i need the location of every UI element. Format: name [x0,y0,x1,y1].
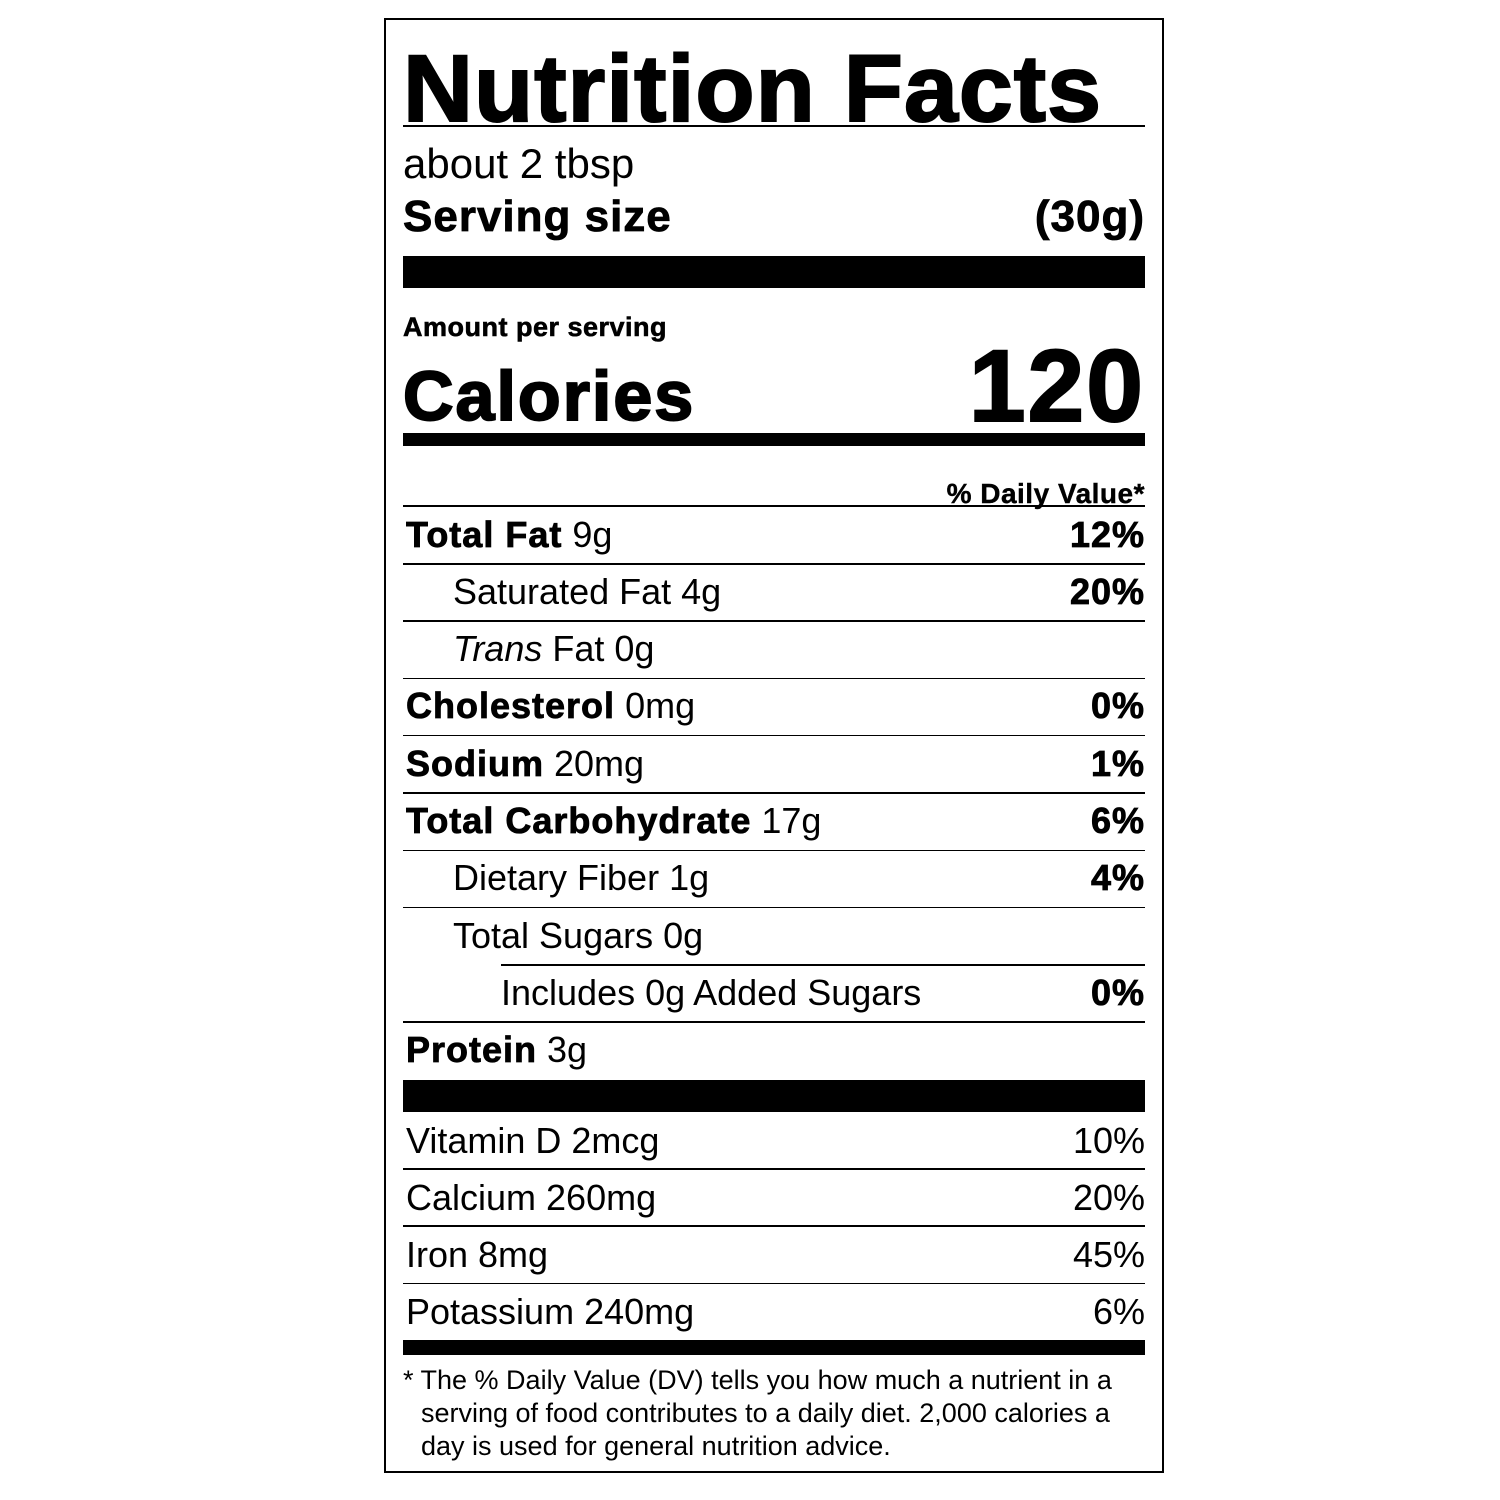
nutrient-name: Total Fat [406,513,563,555]
nutrient-row: Total Sugars 0g [403,907,1145,964]
vitamin-name: Iron 8mg [406,1234,549,1276]
nutrient-amount: 0g [614,628,655,670]
nutrient-name: Includes 0g Added Sugars [501,971,922,1013]
nutrient-row: Dietary Fiber 1g 4% [403,850,1145,907]
vitamin-name: Calcium 260mg [406,1176,657,1218]
nutrient-amount: 3g [547,1029,588,1071]
nutrient-label: Total Carbohydrate 17g [403,800,822,842]
nutrient-amount: 1g [669,857,710,899]
label-title: Nutrition Facts [402,35,1103,143]
nutrient-daily-value: 0% [1090,971,1145,1013]
nutrient-amount: 0g [663,914,704,956]
nutrient-amount: 17g [761,800,822,841]
divider [403,505,1145,507]
amount-per-serving: Amount per serving [403,312,668,343]
nutrient-label: Saturated Fat 4g [403,571,721,613]
nutrient-label: Sodium 20mg [403,742,645,785]
nutrient-row: Total Fat 9g 12% [403,506,1145,563]
nutrient-daily-value: 6% [1090,800,1145,842]
serving-size-row: Serving size (30g) [403,190,1145,244]
calories-row: Calories 120 [402,329,1145,443]
vitamin-daily-value: 45% [1072,1234,1145,1276]
daily-value-header: % Daily Value* [946,478,1145,509]
nutrient-row: Total Carbohydrate 17g 6% [403,793,1145,850]
nutrient-daily-value: 20% [1069,570,1145,612]
divider [403,1282,1145,1285]
nutrient-name: Total Carbohydrate [406,800,752,842]
medium-divider [403,433,1145,446]
nutrient-name: Protein [406,1029,538,1071]
nutrient-row: Saturated Fat 4g 20% [403,563,1145,620]
nutrient-name: Dietary Fiber [453,857,660,899]
nutrient-label: Protein 3g [403,1029,587,1071]
nutrient-daily-value: 0% [1090,685,1145,727]
nutrient-label: Total Fat 9g [403,513,613,556]
divider [403,792,1145,794]
divider [501,964,1145,966]
calories-label: Calories [402,356,696,436]
nutrient-row: Cholesterol 0mg 0% [403,678,1145,735]
vitamin-row: Iron 8mg 45% [403,1227,1145,1284]
nutrient-row: Includes 0g Added Sugars 0% [403,964,1145,1021]
vitamin-daily-value: 6% [1092,1291,1145,1333]
divider [403,906,1145,909]
nutrient-name: Saturated Fat [453,570,672,612]
vitamin-daily-value: 20% [1072,1176,1145,1218]
vitamin-name: Vitamin D 2mcg [406,1119,660,1161]
nutrient-amount: 20mg [554,742,645,784]
calories-value: 120 [968,329,1145,443]
nutrient-row: Trans Fat 0g [403,621,1145,678]
nutrient-amount: 4g [681,570,722,612]
divider [403,1225,1145,1227]
nutrient-label: Dietary Fiber 1g [403,857,709,899]
footnote: * The % Daily Value (DV) tells you how m… [403,1365,1112,1461]
nutrition-facts-label: Nutrition Facts about 2 tbsp Serving siz… [384,18,1164,1473]
thick-divider [403,1080,1145,1112]
serving-size-label: Serving size [403,192,672,242]
nutrient-label: Cholesterol 0mg [403,685,695,727]
nutrient-name: Sodium [406,742,544,784]
divider [403,620,1145,622]
divider [403,1168,1145,1170]
nutrient-name: Cholesterol [406,685,616,727]
nutrient-daily-value: 4% [1090,857,1145,899]
nutrient-label: Trans Fat 0g [403,628,654,670]
vitamin-row: Potassium 240mg 6% [403,1284,1145,1341]
nutrient-row: Sodium 20mg 1% [403,735,1145,792]
vitamin-row: Calcium 260mg 20% [403,1169,1145,1226]
nutrient-daily-value: 12% [1069,513,1145,555]
serving-amount: about 2 tbsp [403,140,635,187]
nutrient-amount: 9g [572,513,613,555]
divider [403,563,1145,565]
nutrient-row: Protein 3g [403,1022,1145,1079]
divider [403,1021,1145,1023]
divider [403,677,1145,680]
divider [403,849,1145,851]
vitamin-row: Vitamin D 2mcg 10% [403,1112,1145,1169]
nutrient-amount: 0mg [625,685,696,727]
nutrient-label: Total Sugars 0g [403,915,703,957]
nutrient-name: Fat [552,628,605,670]
divider [403,734,1145,737]
medium-divider [403,1340,1145,1355]
vitamin-daily-value: 10% [1072,1119,1145,1161]
nutrient-daily-value: 1% [1090,742,1145,784]
thick-divider [403,256,1145,288]
serving-size-weight: (30g) [1034,192,1145,242]
divider [403,125,1145,127]
nutrient-label: Includes 0g Added Sugars [403,972,921,1014]
vitamin-name: Potassium 240mg [406,1291,695,1333]
nutrient-name-italic: Trans [453,628,543,670]
nutrient-name: Total Sugars [453,914,654,956]
